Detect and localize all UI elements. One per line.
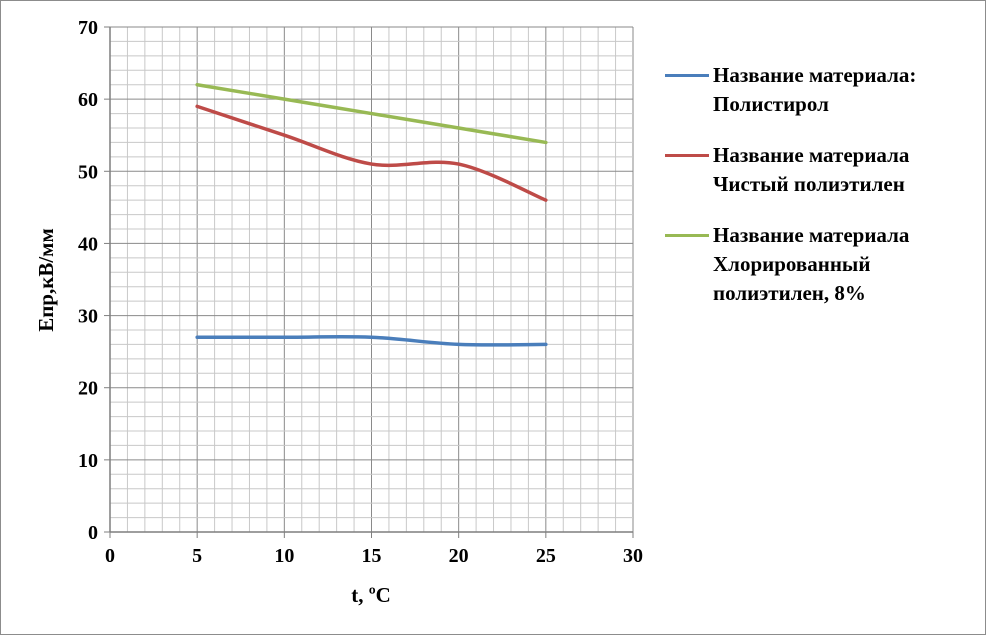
legend-label-pure-polyethylene: Название материала Чистый полиэтилен [713,143,910,196]
legend-item-polystyrene: Название материала: Полистирол [665,61,965,119]
legend-item-chlorinated-polyethylene: Название материала Хлорированный полиэти… [665,221,965,308]
chart-grid [109,26,634,533]
legend-label-chlorinated-polyethylene: Название материала Хлорированный полиэти… [713,223,910,305]
x-axis-title: t, ºС [351,583,391,607]
chart-legend: Название материала: Полистирол Название … [665,61,965,330]
y-tick-label: 0 [88,522,98,544]
legend-swatch-polystyrene [665,74,709,77]
x-tick-label: 15 [362,545,382,567]
y-tick-label: 60 [78,89,98,111]
x-tick-label: 0 [105,545,115,567]
legend-swatch-chlorinated-polyethylene [665,234,709,237]
x-tick-label: 10 [274,545,294,567]
series-line-polystyrene [195,334,548,347]
y-tick-label: 30 [78,306,98,328]
y-axis-ticks: 0 10 20 30 40 50 60 70 [78,17,110,544]
y-axis-title: Епр,кВ/мм [34,228,58,332]
y-tick-label: 10 [78,450,98,472]
legend-swatch-pure-polyethylene [665,154,709,157]
series-line-pure-polyethylene [195,104,548,202]
x-tick-label: 20 [449,545,469,567]
x-tick-label: 25 [536,545,556,567]
legend-label-polystyrene: Название материала: Полистирол [713,63,917,116]
series-line-chlorinated-polyethylene [195,82,548,145]
legend-item-pure-polyethylene: Название материала Чистый полиэтилен [665,141,965,199]
y-tick-label: 40 [78,233,98,255]
x-tick-label: 30 [623,545,643,567]
y-tick-label: 50 [78,161,98,183]
x-tick-label: 5 [192,545,202,567]
x-axis-ticks: 0 5 10 15 20 25 30 [105,532,643,567]
series-lines [195,82,548,347]
y-tick-label: 20 [78,378,98,400]
y-tick-label: 70 [78,17,98,39]
